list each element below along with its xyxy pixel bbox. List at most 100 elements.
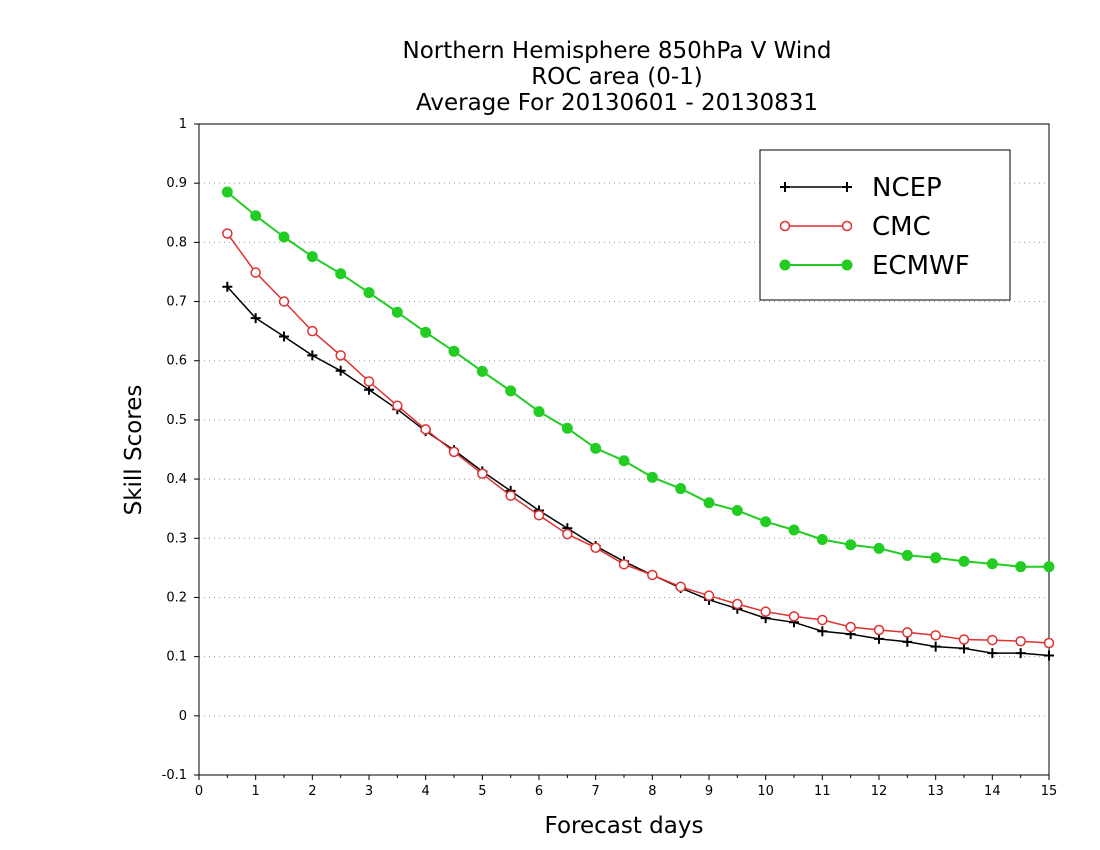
data-point-ecmwf <box>703 497 715 509</box>
data-point-ncep <box>959 643 969 654</box>
data-point-ecmwf <box>816 533 828 545</box>
data-point-ecmwf <box>221 186 233 198</box>
data-point-cmc <box>675 581 686 593</box>
legend-marker <box>841 259 853 271</box>
y-tick-label: 0.3 <box>166 531 187 546</box>
data-point-cmc <box>987 634 998 646</box>
legend-marker <box>780 182 790 192</box>
data-point-cmc <box>817 614 828 626</box>
chart-subtitle-line: ROC area (0-1) <box>531 64 703 90</box>
data-point-ecmwf <box>845 539 857 551</box>
data-point-cmc <box>335 350 346 361</box>
data-point-cmc <box>873 624 885 636</box>
data-point-cmc <box>420 424 431 435</box>
data-point-ncep <box>1015 648 1026 659</box>
data-point-ncep <box>250 313 261 324</box>
series-line-ncep <box>226 286 1050 657</box>
data-point-ncep <box>930 641 941 652</box>
chart-period-line: Average For 20130601 - 20130831 <box>416 90 818 116</box>
data-point-ecmwf <box>335 268 347 280</box>
data-point-ecmwf <box>760 516 772 528</box>
data-point-ecmwf <box>731 504 743 516</box>
x-tick-label: 5 <box>478 784 486 799</box>
data-point-ecmwf <box>618 455 630 467</box>
data-point-cmc <box>307 325 318 337</box>
data-point-ecmwf <box>646 471 658 483</box>
series-ncep <box>222 281 1054 661</box>
y-tick-label: 0.1 <box>166 650 187 665</box>
legend-marker <box>779 220 791 232</box>
legend-item-ncep: NCEP <box>780 173 942 203</box>
data-point-cmc <box>363 376 375 387</box>
y-axis: -0.1 0 0.1 0.2 0.3 0.4 0.5 0.6 0.7 0.8 0.9 1 <box>162 117 199 783</box>
legend-marker <box>841 220 853 232</box>
x-tick-label: 14 <box>984 784 1001 799</box>
x-tick-label: 10 <box>757 784 774 799</box>
data-point-cmc <box>590 542 601 553</box>
data-point-ecmwf <box>675 483 687 495</box>
data-point-ncep <box>279 331 289 342</box>
data-point-ecmwf <box>986 558 998 570</box>
legend-marker <box>779 259 791 271</box>
data-point-cmc <box>732 598 743 610</box>
data-point-ecmwf <box>788 524 800 536</box>
data-point-ecmwf <box>561 422 573 434</box>
data-point-ecmwf <box>448 345 460 357</box>
data-point-cmc <box>222 228 233 239</box>
y-tick-label: 0 <box>179 709 187 724</box>
y-tick-label: 0.8 <box>166 235 187 250</box>
legend-item-cmc: CMC <box>779 212 931 242</box>
series-ecmwf <box>221 186 1055 573</box>
legend-marker <box>842 182 852 192</box>
data-point-ecmwf <box>590 442 602 454</box>
data-point-ncep <box>1044 650 1054 661</box>
grid-lines <box>199 182 1049 717</box>
data-point-ecmwf <box>930 552 942 564</box>
data-point-cmc <box>647 569 658 581</box>
y-tick-label: 0.2 <box>166 590 187 605</box>
data-point-ecmwf <box>1015 561 1027 573</box>
x-tick-label: 11 <box>814 784 831 799</box>
legend: NCEP CMC ECMWF <box>759 149 1011 301</box>
data-point-cmc <box>477 468 488 480</box>
series-layer <box>221 186 1055 661</box>
y-tick-label: 0.6 <box>166 354 187 369</box>
data-point-ncep <box>307 350 318 361</box>
data-point-ncep <box>817 626 828 637</box>
y-tick-label: 0.9 <box>166 176 187 191</box>
data-point-cmc <box>1015 635 1026 647</box>
x-tick-label: 4 <box>422 784 430 799</box>
data-point-cmc <box>392 400 403 411</box>
data-point-cmc <box>845 621 856 633</box>
data-point-cmc <box>618 559 630 570</box>
y-tick-label: 0.5 <box>166 413 187 428</box>
data-point-ecmwf <box>873 542 885 554</box>
legend-label: ECMWF <box>872 251 970 281</box>
data-point-ecmwf <box>505 385 517 397</box>
data-point-ncep <box>222 281 233 292</box>
x-axis: 0 1 2 3 4 5 6 7 8 9 10 11 12 13 14 15 <box>195 775 1057 799</box>
x-tick-label: 7 <box>592 784 600 799</box>
legend-item-ecmwf: ECMWF <box>779 251 970 281</box>
chart-title: Northern Hemisphere 850hPa V Wind ROC ar… <box>403 38 832 116</box>
data-point-cmc <box>760 606 771 617</box>
x-tick-label: 1 <box>252 784 260 799</box>
data-point-cmc <box>278 296 290 307</box>
data-point-ecmwf <box>306 251 318 263</box>
data-point-cmc <box>505 490 516 501</box>
data-point-ecmwf <box>250 210 262 222</box>
data-point-ecmwf <box>420 326 432 338</box>
data-point-cmc <box>562 528 573 540</box>
x-tick-label: 3 <box>365 784 373 799</box>
data-point-ncep <box>335 365 346 376</box>
data-point-cmc <box>250 267 261 278</box>
data-point-ecmwf <box>958 555 970 567</box>
y-tick-label: 0.7 <box>166 295 187 310</box>
chart-title-line: Northern Hemisphere 850hPa V Wind <box>403 38 832 64</box>
legend-box <box>759 149 1011 301</box>
x-tick-label: 6 <box>535 784 543 799</box>
data-point-cmc <box>930 630 941 641</box>
data-point-ecmwf <box>1043 561 1055 573</box>
legend-label: CMC <box>872 212 931 242</box>
